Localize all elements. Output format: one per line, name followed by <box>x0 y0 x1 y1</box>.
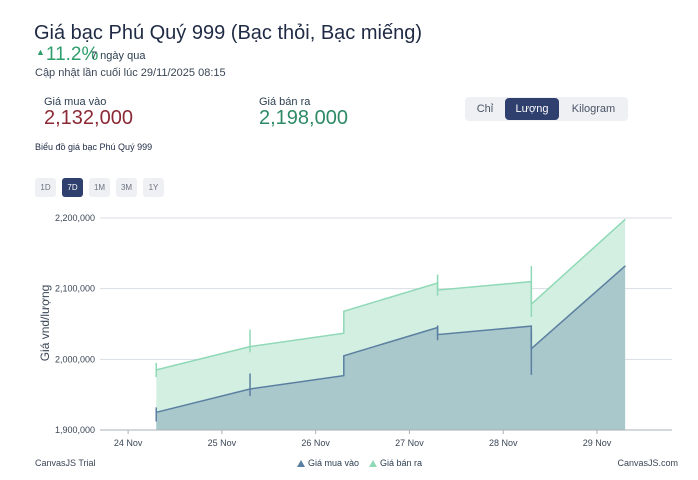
sell-price-label: Giá bán ra <box>259 96 311 108</box>
legend-sell-marker <box>369 460 377 467</box>
range-3m-button[interactable]: 3M <box>116 178 137 197</box>
buy-price-value: 2,132,000 <box>44 107 133 129</box>
unit-luong-button[interactable]: Lượng <box>505 98 559 120</box>
footer-trial-label: CanvasJS Trial <box>35 458 96 468</box>
buy-data-point <box>530 325 532 327</box>
legend-buy-label: Giá mua vào <box>308 458 359 468</box>
x-tick-label: 27 Nov <box>395 438 424 448</box>
buy-price-label: Giá mua vào <box>44 96 107 108</box>
unit-kilogram-button[interactable]: Kilogram <box>571 103 616 115</box>
sell-data-point <box>343 332 345 334</box>
legend-buy-marker <box>297 460 305 467</box>
x-tick-label: 28 Nov <box>489 438 518 448</box>
x-tick-label: 26 Nov <box>301 438 330 448</box>
change-period: 7 ngày qua <box>91 50 146 62</box>
footer-credit-link[interactable]: CanvasJS.com <box>617 458 678 468</box>
y-tick-label: 2,100,000 <box>55 284 95 294</box>
buy-data-point <box>343 355 345 357</box>
price-change: ▲11.2% <box>36 44 98 66</box>
change-percent: 11.2% <box>45 44 99 65</box>
range-1y-button[interactable]: 1Y <box>143 178 164 197</box>
y-tick-label: 1,900,000 <box>55 425 95 435</box>
y-tick-label: 2,200,000 <box>55 213 95 223</box>
unit-chi-button[interactable]: Chỉ <box>476 103 494 115</box>
unit-selector: Chỉ Lượng Kilogram <box>465 97 628 121</box>
legend-sell-label: Giá bán ra <box>380 458 422 468</box>
buy-data-point <box>624 265 626 267</box>
sell-data-point <box>343 310 345 312</box>
page-title: Giá bạc Phú Quý 999 (Bạc thỏi, Bạc miếng… <box>34 22 422 44</box>
sell-price-value: 2,198,000 <box>259 107 348 129</box>
up-arrow-icon: ▲ <box>36 47 45 57</box>
range-1m-button[interactable]: 1M <box>89 178 110 197</box>
x-tick-label: 29 Nov <box>583 438 612 448</box>
last-updated: Cập nhật lần cuối lúc 29/11/2025 08:15 <box>35 67 226 79</box>
x-tick-label: 24 Nov <box>114 438 143 448</box>
range-7d-button[interactable]: 7D <box>62 178 83 197</box>
sell-data-point <box>624 218 626 221</box>
buy-data-point <box>343 374 345 377</box>
range-1d-button[interactable]: 1D <box>35 178 56 197</box>
y-tick-label: 2,000,000 <box>55 354 95 364</box>
chart-caption: Biểu đồ giá bạc Phú Quý 999 <box>35 142 153 152</box>
x-tick-label: 25 Nov <box>208 438 237 448</box>
buy-area <box>156 266 626 430</box>
y-axis-title: Giá vnd/lượng <box>38 285 52 362</box>
